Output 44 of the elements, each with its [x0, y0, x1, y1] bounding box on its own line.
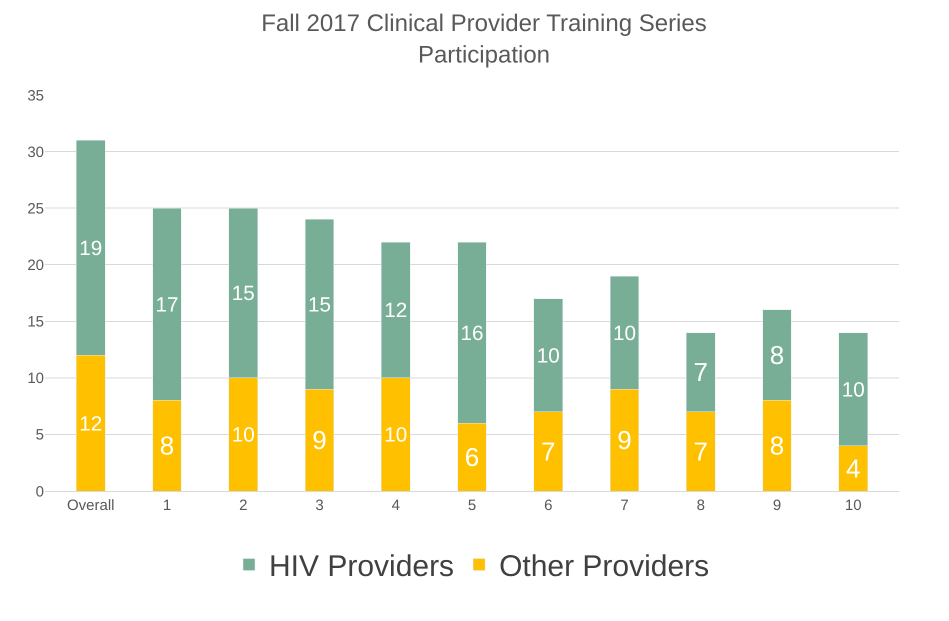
x-tick-label: 5: [468, 497, 476, 514]
y-tick-label: 20: [27, 256, 44, 274]
data-label: 12: [79, 412, 102, 436]
chart-title: Fall 2017 Clinical Provider Training Series Participation: [261, 10, 707, 68]
data-label: 10: [613, 322, 636, 345]
data-label: 15: [232, 282, 255, 306]
data-label: 8: [770, 430, 784, 461]
data-label: 16: [460, 322, 484, 345]
y-tick-label: 5: [36, 426, 44, 444]
data-label: 10: [384, 424, 408, 447]
data-label: 7: [541, 436, 556, 466]
data-label: 12: [384, 299, 408, 322]
x-tick-label: 9: [772, 497, 782, 514]
legend-label: Other Providers: [499, 550, 710, 584]
data-label: 9: [617, 425, 632, 456]
data-label: 10: [842, 378, 865, 402]
x-tick-label: 4: [392, 497, 400, 514]
data-label: 6: [464, 442, 480, 472]
y-tick-label: 25: [27, 200, 44, 218]
x-tick-label: 8: [696, 497, 705, 514]
x-tick-label: 7: [620, 497, 629, 514]
data-label: 10: [232, 424, 255, 447]
x-tick-label: 1: [162, 497, 172, 514]
x-tick-label: 3: [315, 497, 324, 514]
y-tick-label: 35: [27, 87, 44, 104]
x-tick-label: 6: [544, 497, 552, 514]
data-label: 7: [694, 436, 708, 466]
data-label: 8: [160, 430, 174, 461]
data-label: 17: [156, 293, 178, 316]
data-label: 8: [770, 340, 784, 370]
data-label: 19: [79, 236, 102, 260]
data-label: 10: [536, 344, 560, 368]
legend-label: HIV Providers: [269, 550, 454, 584]
y-tick-label: 10: [27, 370, 44, 388]
x-tick-label: Overall: [66, 497, 115, 514]
data-label: 7: [694, 357, 708, 388]
y-tick-label: 0: [36, 483, 44, 500]
x-tick-label: 10: [844, 497, 862, 514]
data-label: 4: [846, 453, 860, 484]
y-tick-label: 30: [27, 144, 44, 161]
x-tick-label: 2: [239, 497, 248, 514]
data-label: 15: [308, 293, 331, 316]
data-label: 9: [312, 425, 327, 456]
y-tick-label: 15: [27, 314, 44, 331]
